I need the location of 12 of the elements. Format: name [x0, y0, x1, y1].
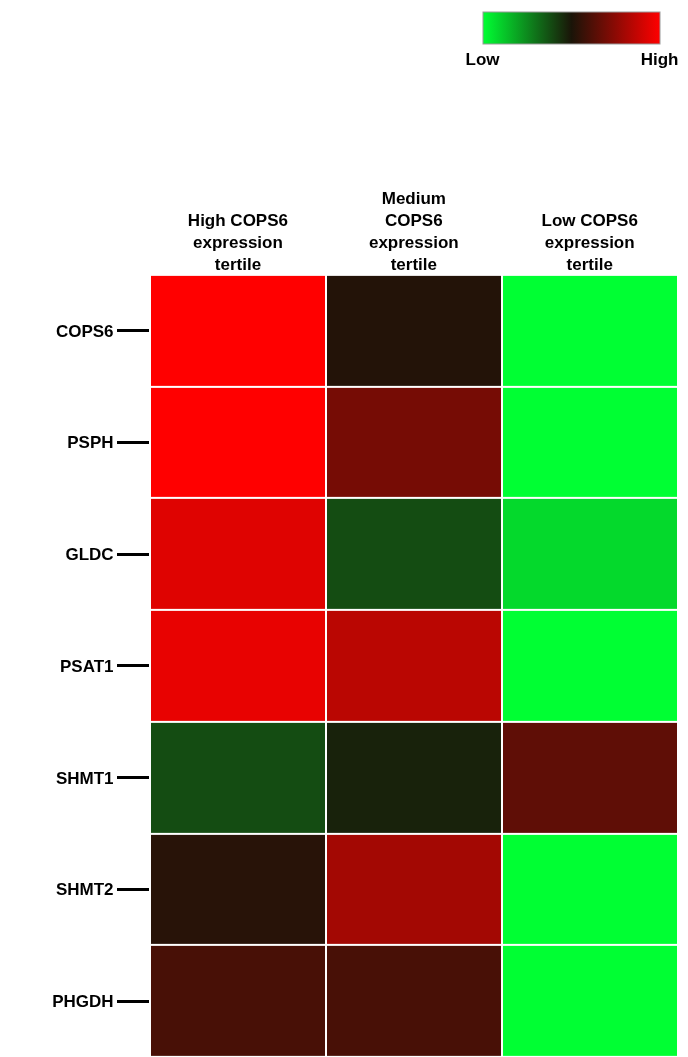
x-tick-label: Medium COPS6 expression tertile — [368, 189, 459, 275]
color-bar-label: Low — [465, 50, 501, 70]
y-tick-label: SHMT1 — [55, 768, 114, 788]
y-tick-label: GLDC — [65, 545, 114, 565]
y-tick-label: PSPH — [67, 433, 114, 453]
color-bar-label: High — [640, 50, 679, 70]
y-tick-label: PHGDH — [52, 992, 114, 1012]
y-tick-label: COPS6 — [55, 321, 114, 341]
x-tick-label: Low COPS6 expression tertile — [541, 211, 638, 275]
x-tick-label: High COPS6 expression tertile — [187, 211, 288, 275]
y-tick-label: SHMT2 — [55, 880, 114, 900]
y-tick-label: PSAT1 — [60, 656, 114, 676]
